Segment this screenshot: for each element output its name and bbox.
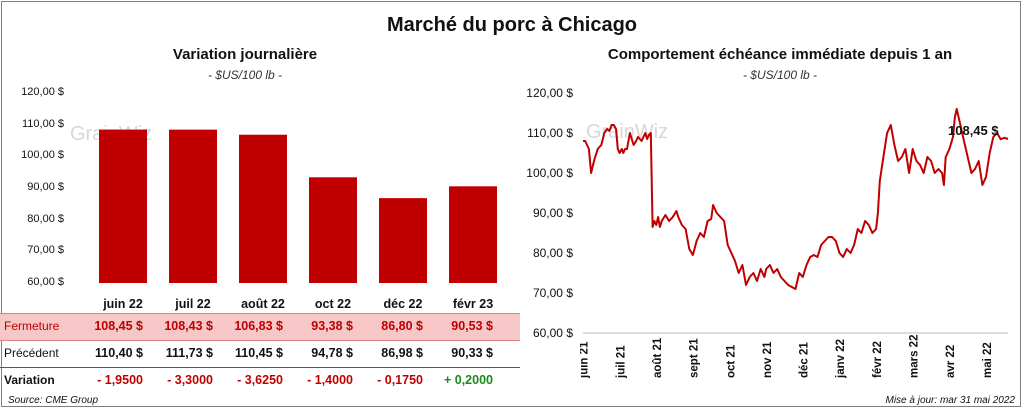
left-ytick-label: 80,00 $ [27, 212, 64, 225]
table-cell: - 3,6250 [237, 373, 283, 387]
update-text: Mise à jour: mar 31 mai 2022 [885, 395, 1015, 406]
bar-5 [449, 186, 497, 283]
x-tick-label: juin 21 [580, 341, 591, 379]
left-ytick-label: 70,00 $ [27, 244, 64, 257]
left-bar-chart: GrainWiz [70, 123, 497, 283]
table-cell: - 1,4000 [307, 373, 353, 387]
bar-1 [169, 129, 217, 283]
table-cell: + 0,2000 [443, 373, 493, 387]
table-cell: 90,33 $ [451, 346, 493, 360]
page-title: Marché du porc à Chicago [386, 14, 638, 36]
table-row-label-fermeture: Fermeture [4, 319, 60, 333]
right-chart-units: - $US/100 lb - [742, 68, 818, 82]
left-chart-units: - $US/100 lb - [207, 68, 283, 82]
close-row-band [0, 313, 520, 341]
right-ytick-label: 120,00 $ [526, 86, 573, 100]
last-value-label: 108,45 $ [948, 123, 999, 138]
right-ytick-label: 110,00 $ [527, 126, 573, 140]
bar-0 [99, 129, 147, 283]
bar-2 [239, 134, 287, 283]
table-cell: 94,78 $ [311, 346, 353, 360]
category-label: août 22 [241, 297, 285, 311]
x-tick-label: oct 21 [725, 344, 737, 378]
table-cell: - 0,1750 [377, 373, 423, 387]
x-tick-label: mars 22 [908, 335, 920, 378]
right-ytick-label: 80,00 $ [532, 246, 573, 260]
left-ytick-label: 100,00 $ [21, 149, 64, 162]
table-cell: 111,73 $ [165, 346, 213, 360]
table-cell: 106,83 $ [234, 319, 283, 333]
x-tick-label: sept 21 [689, 338, 701, 378]
x-tick-label: avr 22 [945, 345, 957, 378]
x-tick-label: déc 21 [799, 342, 811, 378]
table-cell: 86,98 $ [381, 346, 423, 360]
table-cell: 93,38 $ [311, 319, 353, 333]
table-cell: - 1,9500 [97, 373, 143, 387]
right-ytick-label: 70,00 $ [532, 286, 573, 300]
source-text: Source: CME Group [8, 395, 99, 406]
table-cell: 90,53 $ [451, 319, 493, 333]
left-ytick-label: 110,00 $ [21, 117, 64, 130]
table-divider [0, 367, 520, 368]
table-row-label-precedent: Précédent [4, 346, 59, 360]
x-tick-label: juil 21 [615, 345, 627, 379]
category-label: févr 23 [452, 297, 494, 311]
table-cell: 108,43 $ [164, 319, 213, 333]
category-label: déc 22 [383, 297, 423, 311]
x-tick-label: nov 21 [762, 341, 774, 378]
left-ytick-label: 60,00 $ [27, 276, 64, 288]
table-row-label-variation: Variation [4, 373, 55, 387]
right-ytick-label: 60,00 $ [532, 326, 573, 340]
bar-4 [379, 198, 427, 283]
category-label: juin 22 [103, 297, 143, 311]
right-line-chart: GrainWiz 108,45 $ juin 21 juil 21 août 21 sep… [580, 108, 1009, 379]
left-chart-title: Variation journalière [172, 46, 318, 63]
right-chart-title: Comportement échéance immédiate depuis 1… [607, 46, 953, 63]
table-cell: 110,45 $ [235, 346, 283, 360]
table-cell: 108,45 $ [94, 319, 143, 333]
x-tick-label: janv 22 [835, 339, 847, 379]
left-ytick-label: 90,00 $ [27, 181, 64, 193]
category-label: oct 22 [314, 297, 352, 311]
right-ytick-label: 100,00 $ [526, 166, 573, 180]
table-cell: 86,80 $ [381, 319, 423, 333]
watermark-text: GrainWiz [586, 121, 668, 143]
right-ytick-label: 90,00 $ [532, 206, 573, 220]
bar-3 [309, 177, 357, 283]
price-line [583, 108, 1009, 290]
x-tick-label: août 21 [652, 337, 664, 378]
category-label: juil 22 [175, 297, 211, 311]
x-tick-label: mai 22 [982, 342, 994, 378]
left-ytick-label: 120,00 $ [21, 86, 64, 98]
table-cell: 110,40 $ [95, 346, 143, 360]
table-cell: - 3,3000 [167, 373, 213, 387]
x-tick-label: févr 22 [872, 341, 884, 378]
